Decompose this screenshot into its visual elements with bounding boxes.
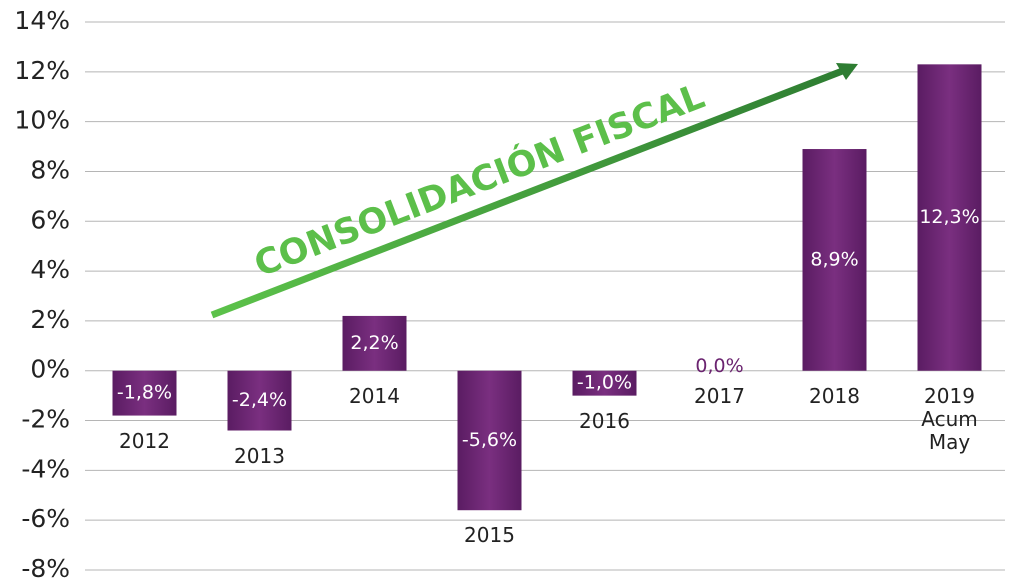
x-tick-label: 2013 bbox=[234, 443, 285, 468]
x-tick-label: 2014 bbox=[349, 383, 400, 408]
annotation: CONSOLIDACIÓN FISCAL bbox=[248, 75, 710, 286]
x-tick-label: 2018 bbox=[809, 383, 860, 408]
value-label: 8,9% bbox=[810, 248, 858, 270]
y-tick-label: 6% bbox=[30, 205, 70, 234]
y-tick-label: -2% bbox=[21, 405, 70, 434]
y-tick-label: 0% bbox=[30, 355, 70, 384]
arrow-head bbox=[836, 63, 858, 80]
y-tick-label: 10% bbox=[14, 106, 70, 135]
x-tick-label: 2016 bbox=[579, 408, 630, 433]
bar bbox=[227, 370, 292, 431]
y-tick-label: 4% bbox=[30, 255, 70, 284]
bar bbox=[457, 370, 522, 511]
y-tick-label: 8% bbox=[30, 155, 70, 184]
bar bbox=[112, 370, 177, 416]
value-label: 12,3% bbox=[919, 206, 979, 228]
value-label: 2,2% bbox=[350, 332, 398, 354]
x-tick-label: 2015 bbox=[464, 523, 515, 548]
x-tick-label: 2017 bbox=[694, 383, 745, 408]
y-tick-label: -6% bbox=[21, 504, 70, 533]
bar bbox=[572, 370, 637, 396]
bar bbox=[917, 64, 982, 371]
bar bbox=[802, 149, 867, 371]
value-label: 0,0% bbox=[695, 355, 743, 377]
value-label: -2,4% bbox=[232, 389, 287, 411]
bar bbox=[342, 315, 407, 371]
y-tick-label: 14% bbox=[14, 6, 70, 35]
x-tick-label: 2012 bbox=[119, 428, 170, 453]
value-label: -5,6% bbox=[462, 429, 517, 451]
value-label: -1,8% bbox=[117, 382, 172, 404]
value-label: -1,0% bbox=[577, 372, 632, 394]
x-tick-label: 2019 Acum May bbox=[921, 383, 978, 454]
y-tick-label: -8% bbox=[21, 554, 70, 582]
trend-arrow bbox=[210, 66, 847, 319]
y-tick-label: 2% bbox=[30, 305, 70, 334]
y-tick-label: 12% bbox=[14, 56, 70, 85]
y-tick-label: -4% bbox=[21, 454, 70, 483]
